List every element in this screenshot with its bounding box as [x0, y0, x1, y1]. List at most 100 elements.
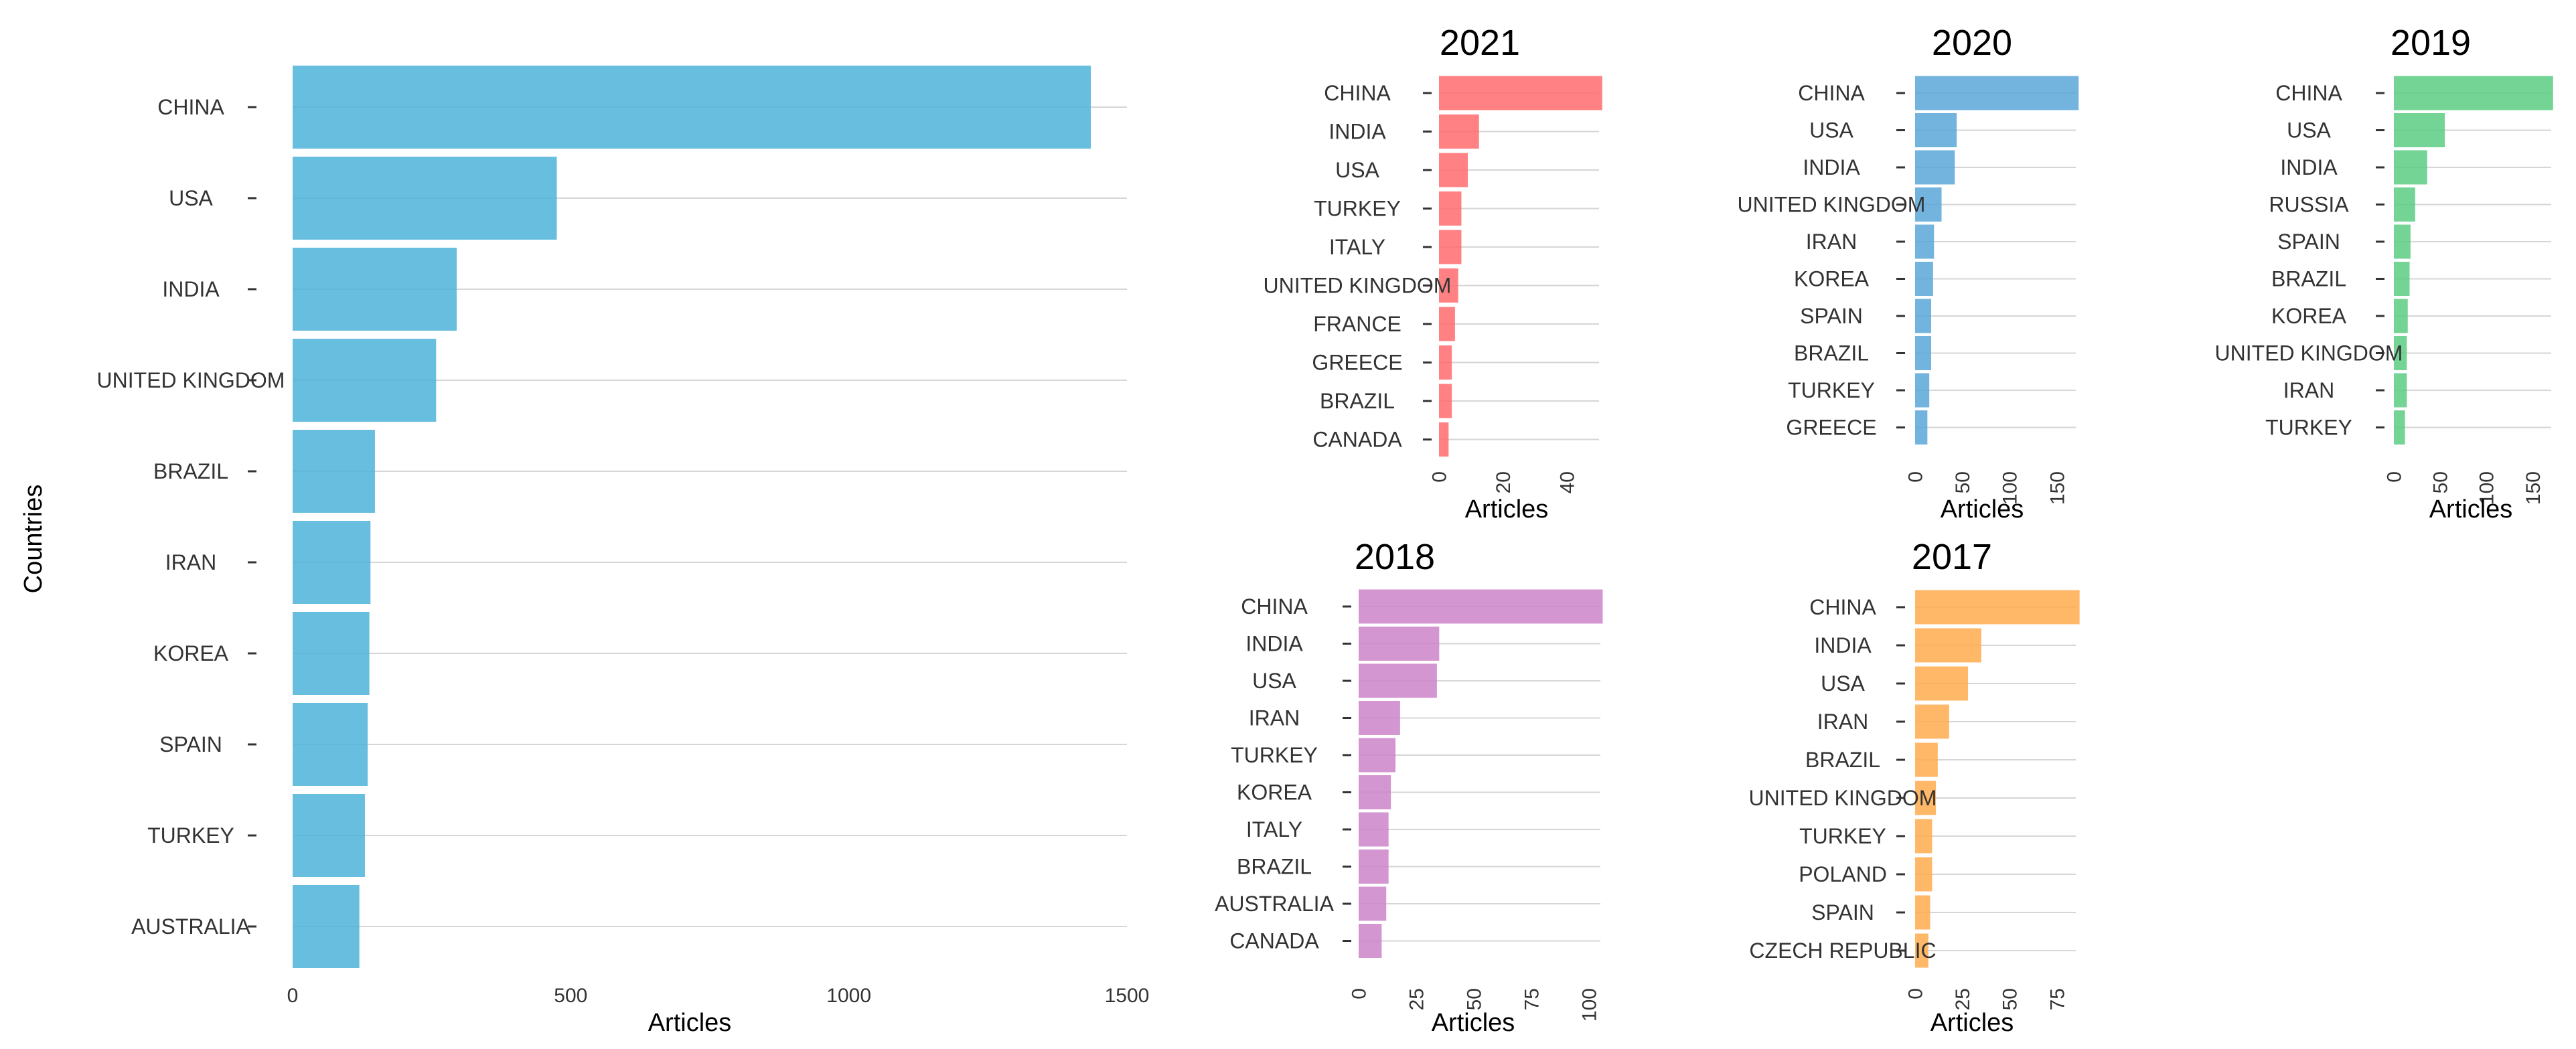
bar-india: [1359, 627, 1440, 661]
bar-australia: [293, 885, 360, 968]
category-label: FRANCE: [1313, 312, 1401, 336]
bar-turkey: [1359, 738, 1396, 773]
panel-title: 2017: [1912, 537, 1992, 577]
category-label: KOREA: [153, 641, 229, 665]
bar-turkey: [1439, 191, 1462, 226]
x-tick-label: 1500: [1105, 985, 1150, 1007]
bar-usa: [1359, 663, 1437, 698]
bar-china: [1359, 589, 1603, 624]
x-tick-label: 1000: [826, 985, 871, 1007]
category-label: INDIA: [1814, 633, 1872, 657]
category-label: INDIA: [1245, 631, 1303, 655]
bar-czech-republic: [1915, 933, 1928, 968]
category-label: GREECE: [1312, 350, 1402, 374]
category-label: SPAIN: [1811, 900, 1874, 924]
category-label: BRAZIL: [1805, 748, 1880, 772]
category-label: TURKEY: [2265, 415, 2352, 439]
category-label: GREECE: [1786, 415, 1876, 439]
bar-usa: [1915, 666, 1969, 701]
bar-brazil: [1915, 742, 1938, 777]
x-tick-label: 25: [1952, 988, 1974, 1010]
category-label: BRAZIL: [2271, 266, 2346, 291]
category-label: UNITED KINGDOM: [97, 368, 285, 392]
category-label: ITALY: [1329, 235, 1385, 259]
category-label: IRAN: [1249, 706, 1300, 730]
bar-brazil: [1915, 336, 1931, 370]
bar-russia: [2394, 187, 2415, 222]
category-label: CANADA: [1312, 427, 1402, 451]
bar-united-kingdom: [2394, 336, 2407, 370]
bar-korea: [1359, 775, 1391, 809]
y-axis-title: Countries: [19, 485, 48, 594]
x-tick-label: 75: [1521, 988, 1543, 1010]
category-label: IRAN: [165, 550, 216, 574]
bar-brazil: [293, 430, 375, 513]
category-label: TURKEY: [1231, 743, 1318, 767]
category-label: USA: [1252, 669, 1296, 693]
x-axis-title: Articles: [1941, 495, 2024, 523]
category-label: CHINA: [1241, 594, 1308, 619]
category-label: KOREA: [1237, 780, 1312, 804]
x-axis-title: Articles: [1465, 495, 1549, 523]
category-label: AUSTRALIA: [1215, 892, 1334, 916]
category-label: BRAZIL: [153, 459, 228, 483]
category-label: ITALY: [1246, 817, 1302, 841]
panel-2021: CHINA INDIA USA TURKEY ITALY UNITED KINGDOM FR…: [1264, 23, 1602, 523]
category-label: RUSSIA: [2269, 192, 2349, 216]
bar-turkey: [1915, 373, 1930, 408]
bar-iran: [1915, 704, 1949, 739]
category-label: BRAZIL: [1794, 341, 1869, 365]
x-axis-title: Articles: [1432, 1009, 1515, 1037]
x-tick-label: 50: [2430, 471, 2452, 493]
x-tick-label: 0: [1905, 471, 1927, 483]
bar-iran: [1359, 701, 1400, 735]
x-axis-title: Articles: [648, 1009, 732, 1037]
category-label: AUSTRALIA: [131, 914, 250, 939]
bar-korea: [1915, 262, 1933, 296]
category-label: BRAZIL: [1320, 389, 1395, 413]
category-label: UNITED KINGDOM: [1738, 192, 1926, 216]
bar-france: [1439, 307, 1455, 341]
panel-title: 2018: [1355, 537, 1435, 577]
panel-2017: CHINA INDIA USA IRAN BRAZIL UNITED KINGDOM TUR…: [1749, 537, 2080, 1037]
category-label: USA: [1821, 671, 1865, 696]
bar-australia: [1359, 886, 1387, 921]
category-label: IRAN: [1817, 710, 1868, 734]
bar-korea: [2394, 299, 2408, 333]
category-label: CHINA: [1324, 81, 1391, 105]
category-label: CANADA: [1229, 929, 1319, 953]
x-tick-label: 25: [1406, 988, 1428, 1010]
bar-india: [1915, 150, 1955, 185]
category-label: TURKEY: [147, 823, 234, 848]
category-label: SPAIN: [2277, 230, 2340, 254]
bar-italy: [1439, 230, 1462, 264]
category-label: INDIA: [162, 277, 220, 301]
category-label: USA: [169, 186, 213, 210]
x-tick-label: 50: [1999, 988, 2022, 1010]
category-label: IRAN: [1806, 230, 1857, 254]
category-label: IRAN: [2283, 378, 2334, 402]
category-label: CHINA: [2275, 81, 2342, 105]
bar-united-kingdom: [1439, 268, 1458, 303]
x-tick-label: 20: [1493, 471, 1515, 493]
x-tick-label: 100: [2476, 471, 2498, 505]
bar-iran: [1915, 224, 1935, 259]
bar-iran: [2394, 373, 2407, 408]
panel-2019: CHINA USA INDIA RUSSIA SPAIN BRAZIL KOREA UNITE…: [2215, 23, 2553, 523]
bar-usa: [1439, 153, 1468, 187]
bar-usa: [293, 157, 557, 240]
category-label: SPAIN: [1800, 304, 1863, 328]
category-label: CHINA: [1798, 81, 1865, 105]
bar-canada: [1439, 422, 1449, 457]
category-label: POLAND: [1799, 862, 1887, 886]
bar-turkey: [2394, 410, 2405, 445]
bar-usa: [1915, 113, 1957, 147]
bar-united-kingdom: [1915, 781, 1937, 815]
x-tick-label: 150: [2522, 471, 2545, 505]
category-label: UNITED KINGDOM: [1749, 786, 1937, 810]
bar-spain: [1915, 895, 1930, 930]
x-tick-label: 500: [554, 985, 587, 1007]
bar-united-kingdom: [293, 339, 437, 422]
x-tick-label: 75: [2046, 988, 2068, 1010]
